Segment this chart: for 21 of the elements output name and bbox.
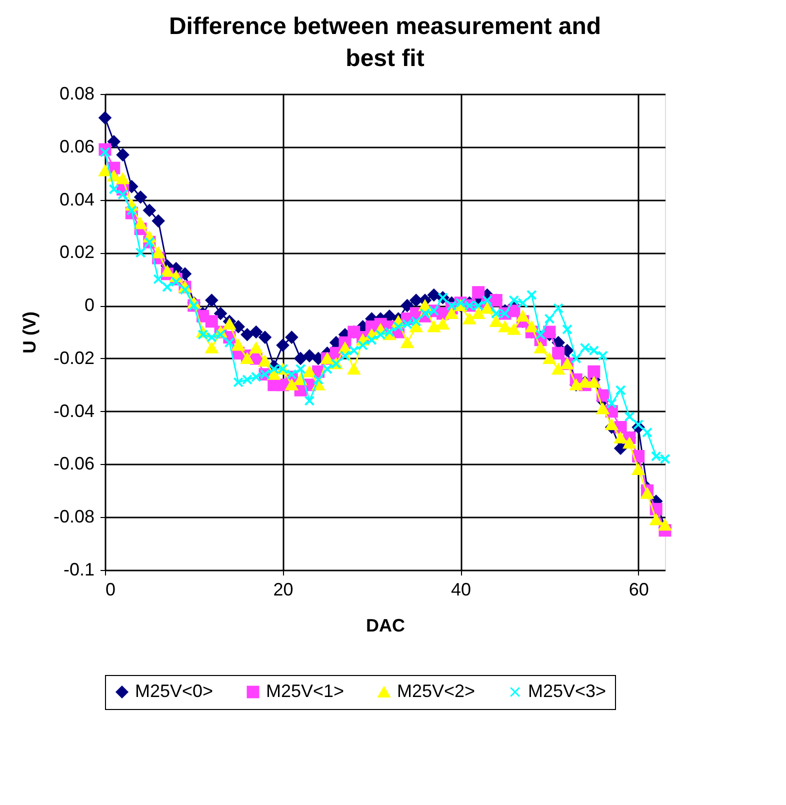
legend-label: M25V<2> — [397, 681, 476, 701]
y-axis-title: U (V) — [19, 312, 40, 354]
legend-label: M25V<3> — [528, 681, 606, 701]
y-tick-label: 0.04 — [59, 189, 94, 210]
chart-title: Difference between measurement and best fit — [168, 13, 602, 72]
legend-label: M25V<0> — [135, 681, 214, 701]
x-axis-title: DAC — [366, 616, 405, 636]
x-tick-label: 20 — [273, 580, 294, 600]
x-tick-label: 60 — [628, 580, 649, 600]
y-tick-label: -0.1 — [63, 560, 94, 580]
y-tick-label: 0 — [84, 295, 94, 316]
y-tick-label: -0.02 — [53, 348, 94, 368]
y-tick-label: 0.06 — [59, 136, 94, 156]
y-tick-label: -0.08 — [53, 506, 94, 527]
x-tick-label: 40 — [451, 580, 472, 600]
y-tick-label: 0.08 — [59, 84, 94, 104]
legend-label: M25V<1> — [266, 681, 344, 701]
x-tick-label: 0 — [106, 580, 116, 600]
y-tick-label: -0.06 — [53, 454, 94, 474]
y-tick-label: -0.04 — [53, 400, 94, 421]
y-tick-label: 0.02 — [59, 242, 94, 262]
